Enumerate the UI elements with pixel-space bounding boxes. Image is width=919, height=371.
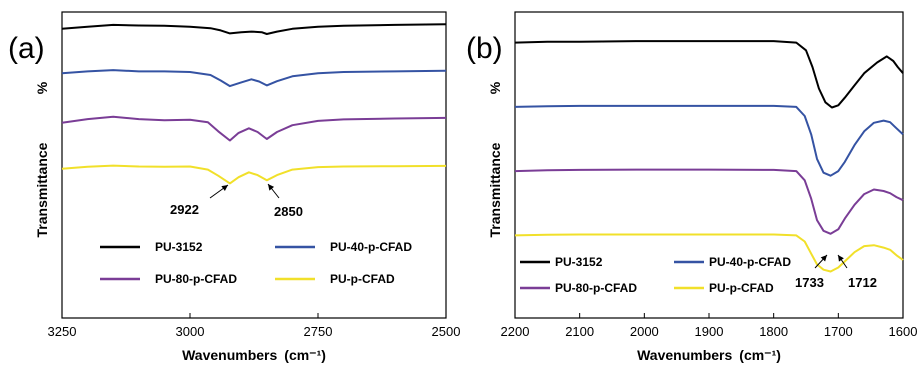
x-axis-unit: (cm⁻¹) [284, 347, 326, 363]
peak-annotation: 2850 [274, 204, 303, 219]
annotation-arrowhead [221, 185, 228, 191]
x-tick-label: 2500 [432, 324, 461, 339]
y-axis-unit: % [487, 81, 503, 94]
y-axis-label: Transmittance [487, 142, 503, 237]
x-tick-label: 1800 [759, 324, 788, 339]
panel-letter: (b) [466, 32, 503, 65]
legend-entry: PU-3152 [555, 255, 603, 269]
x-axis-unit: (cm⁻¹) [739, 347, 781, 363]
x-tick-label: 2750 [304, 324, 333, 339]
series-line-1 [515, 41, 903, 107]
panel-letter: (a) [8, 32, 45, 65]
series-line-3 [515, 170, 903, 234]
y-axis-label: Transmittance [34, 142, 50, 237]
x-tick-label: 3000 [176, 324, 205, 339]
panel-b-chart: 2200 2100 2000 1900 1800 1700 1600 Wavenumbers (… [466, 12, 917, 363]
legend-entry: PU-80-p-CFAD [555, 281, 637, 295]
x-tick-label: 2200 [501, 324, 530, 339]
legend-entry: PU-p-CFAD [709, 281, 774, 295]
x-tick-label: 2000 [630, 324, 659, 339]
x-axis-label: Wavenumbers (cm⁻¹) [637, 347, 781, 363]
peak-annotation: 1733 [795, 275, 824, 290]
plot-frame [515, 12, 903, 318]
annotation-arrowhead [838, 255, 844, 262]
x-tick-label: 3250 [48, 324, 77, 339]
series-line-4 [62, 166, 446, 184]
legend-entry: PU-3152 [155, 240, 203, 254]
legend-entry: PU-40-p-CFAD [330, 240, 412, 254]
legend-entry: PU-p-CFAD [330, 272, 395, 286]
x-tick-label: 1900 [695, 324, 724, 339]
series-line-2 [515, 106, 903, 176]
x-tick-label: 1600 [889, 324, 918, 339]
series-line-3 [62, 117, 446, 141]
peak-annotation: 2922 [170, 202, 199, 217]
legend-entry: PU-80-p-CFAD [155, 272, 237, 286]
annotation-arrowhead [268, 184, 274, 191]
peak-annotation: 1712 [848, 275, 877, 290]
x-tick-label: 1700 [824, 324, 853, 339]
panel-a-chart: 3250 3000 2750 2500 Wavenumbers (cm⁻¹) Transmi… [8, 12, 460, 363]
x-axis-title: Wavenumbers [637, 347, 732, 363]
y-axis-unit: % [34, 81, 50, 94]
series-line-2 [62, 70, 446, 86]
legend-entry: PU-40-p-CFAD [709, 255, 791, 269]
series-line-1 [62, 24, 446, 34]
x-axis-title: Wavenumbers [182, 347, 277, 363]
x-tick-label: 2100 [565, 324, 594, 339]
x-axis-label: Wavenumbers (cm⁻¹) [182, 347, 326, 363]
